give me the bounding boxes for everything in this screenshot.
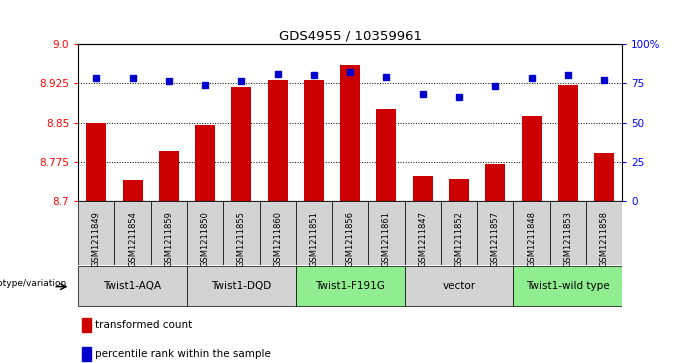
Bar xyxy=(231,87,252,201)
Text: GSM1211849: GSM1211849 xyxy=(92,211,101,267)
Text: GSM1211854: GSM1211854 xyxy=(128,211,137,267)
Bar xyxy=(78,201,114,265)
Title: GDS4955 / 10359961: GDS4955 / 10359961 xyxy=(279,29,422,42)
Bar xyxy=(340,65,360,201)
Bar xyxy=(477,201,513,265)
Bar xyxy=(187,201,223,265)
Text: percentile rank within the sample: percentile rank within the sample xyxy=(95,349,271,359)
Text: GSM1211847: GSM1211847 xyxy=(418,211,427,267)
Bar xyxy=(268,81,288,201)
Bar xyxy=(187,266,296,306)
Text: transformed count: transformed count xyxy=(95,320,192,330)
Bar xyxy=(413,176,432,201)
Text: GSM1211850: GSM1211850 xyxy=(201,211,209,267)
Bar xyxy=(159,151,179,201)
Text: Twist1-AQA: Twist1-AQA xyxy=(103,281,162,291)
Bar xyxy=(377,109,396,201)
Text: Twist1-wild type: Twist1-wild type xyxy=(526,281,609,291)
Text: GSM1211851: GSM1211851 xyxy=(309,211,318,267)
Text: GSM1211857: GSM1211857 xyxy=(491,211,500,267)
Text: GSM1211859: GSM1211859 xyxy=(165,211,173,267)
Text: vector: vector xyxy=(443,281,475,291)
Text: GSM1211861: GSM1211861 xyxy=(382,211,391,267)
Bar xyxy=(558,85,578,201)
Bar xyxy=(304,81,324,201)
Bar xyxy=(86,123,106,201)
Bar xyxy=(332,201,369,265)
Bar xyxy=(594,152,614,201)
Bar xyxy=(195,125,215,201)
Bar xyxy=(82,347,91,361)
Bar xyxy=(405,201,441,265)
Bar xyxy=(296,266,405,306)
Text: genotype/variation: genotype/variation xyxy=(0,279,67,288)
Bar xyxy=(223,201,260,265)
Bar xyxy=(549,201,586,265)
Bar xyxy=(296,201,332,265)
Bar xyxy=(486,164,505,201)
Text: Twist1-F191G: Twist1-F191G xyxy=(316,281,385,291)
Bar xyxy=(441,201,477,265)
Bar xyxy=(369,201,405,265)
Bar xyxy=(522,116,541,201)
Bar xyxy=(260,201,296,265)
Text: GSM1211856: GSM1211856 xyxy=(345,211,355,267)
Bar xyxy=(114,201,151,265)
Text: GSM1211858: GSM1211858 xyxy=(600,211,609,267)
Bar xyxy=(78,266,187,306)
Bar xyxy=(151,201,187,265)
Bar xyxy=(586,201,622,265)
Text: Twist1-DQD: Twist1-DQD xyxy=(211,281,271,291)
Bar xyxy=(405,266,513,306)
Bar xyxy=(82,318,91,332)
Text: GSM1211860: GSM1211860 xyxy=(273,211,282,267)
Bar xyxy=(513,266,622,306)
Bar xyxy=(122,180,143,201)
Text: GSM1211848: GSM1211848 xyxy=(527,211,536,267)
Text: GSM1211853: GSM1211853 xyxy=(563,211,573,267)
Text: GSM1211852: GSM1211852 xyxy=(454,211,464,267)
Bar xyxy=(449,179,469,201)
Text: GSM1211855: GSM1211855 xyxy=(237,211,246,267)
Bar xyxy=(513,201,549,265)
